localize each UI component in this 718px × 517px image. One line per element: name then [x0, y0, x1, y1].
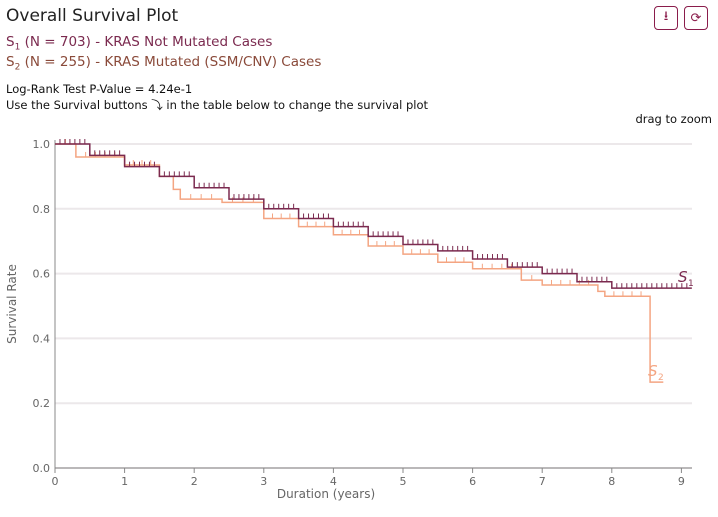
download-icon: ⭳: [663, 9, 669, 24]
download-button[interactable]: ⭳: [654, 6, 678, 30]
reset-icon: ⟳: [690, 10, 702, 26]
page-title: Overall Survival Plot: [6, 6, 179, 26]
x-tick-label: 6: [469, 475, 476, 488]
curve-label-s2: S: [648, 362, 658, 380]
x-tick-label: 0: [52, 475, 59, 488]
x-tick-label: 5: [400, 475, 407, 488]
curve-s1: [55, 143, 692, 289]
x-tick-label: 8: [608, 475, 615, 488]
survival-icon: ⤵: [151, 98, 163, 112]
y-tick-label: 0.0: [33, 462, 51, 475]
x-tick-label: 4: [330, 475, 337, 488]
y-tick-label: 0.2: [33, 397, 51, 410]
x-tick-label: 9: [678, 475, 685, 488]
x-tick-label: 7: [539, 475, 546, 488]
y-tick-label: 0.8: [33, 203, 51, 216]
curve-label-s2-sub: 2: [658, 373, 664, 383]
curve-label-s1: S: [678, 268, 688, 286]
y-axis-label: Survival Rate: [5, 264, 19, 344]
y-tick-label: 0.4: [33, 332, 51, 345]
x-axis-label: Duration (years): [277, 487, 375, 501]
legend-s1: S1 (N = 703) - KRAS Not Mutated Cases: [6, 34, 273, 53]
curve-s2: [55, 143, 664, 383]
y-tick-label: 1.0: [33, 138, 51, 151]
reset-button[interactable]: ⟳: [684, 6, 708, 30]
legend-s2: S2 (N = 255) - KRAS Mutated (SSM/CNV) Ca…: [6, 54, 322, 73]
curve-label-s1-sub: 1: [688, 279, 694, 289]
y-tick-label: 0.6: [33, 268, 51, 281]
x-tick-label: 1: [121, 475, 128, 488]
drag-to-zoom: drag to zoom: [635, 112, 712, 126]
hint: Use the Survival buttons ⤵ in the table …: [6, 98, 429, 112]
pvalue: Log-Rank Test P-Value = 4.24e-1: [6, 82, 193, 96]
x-tick-label: 2: [191, 475, 198, 488]
x-tick-label: 3: [260, 475, 267, 488]
